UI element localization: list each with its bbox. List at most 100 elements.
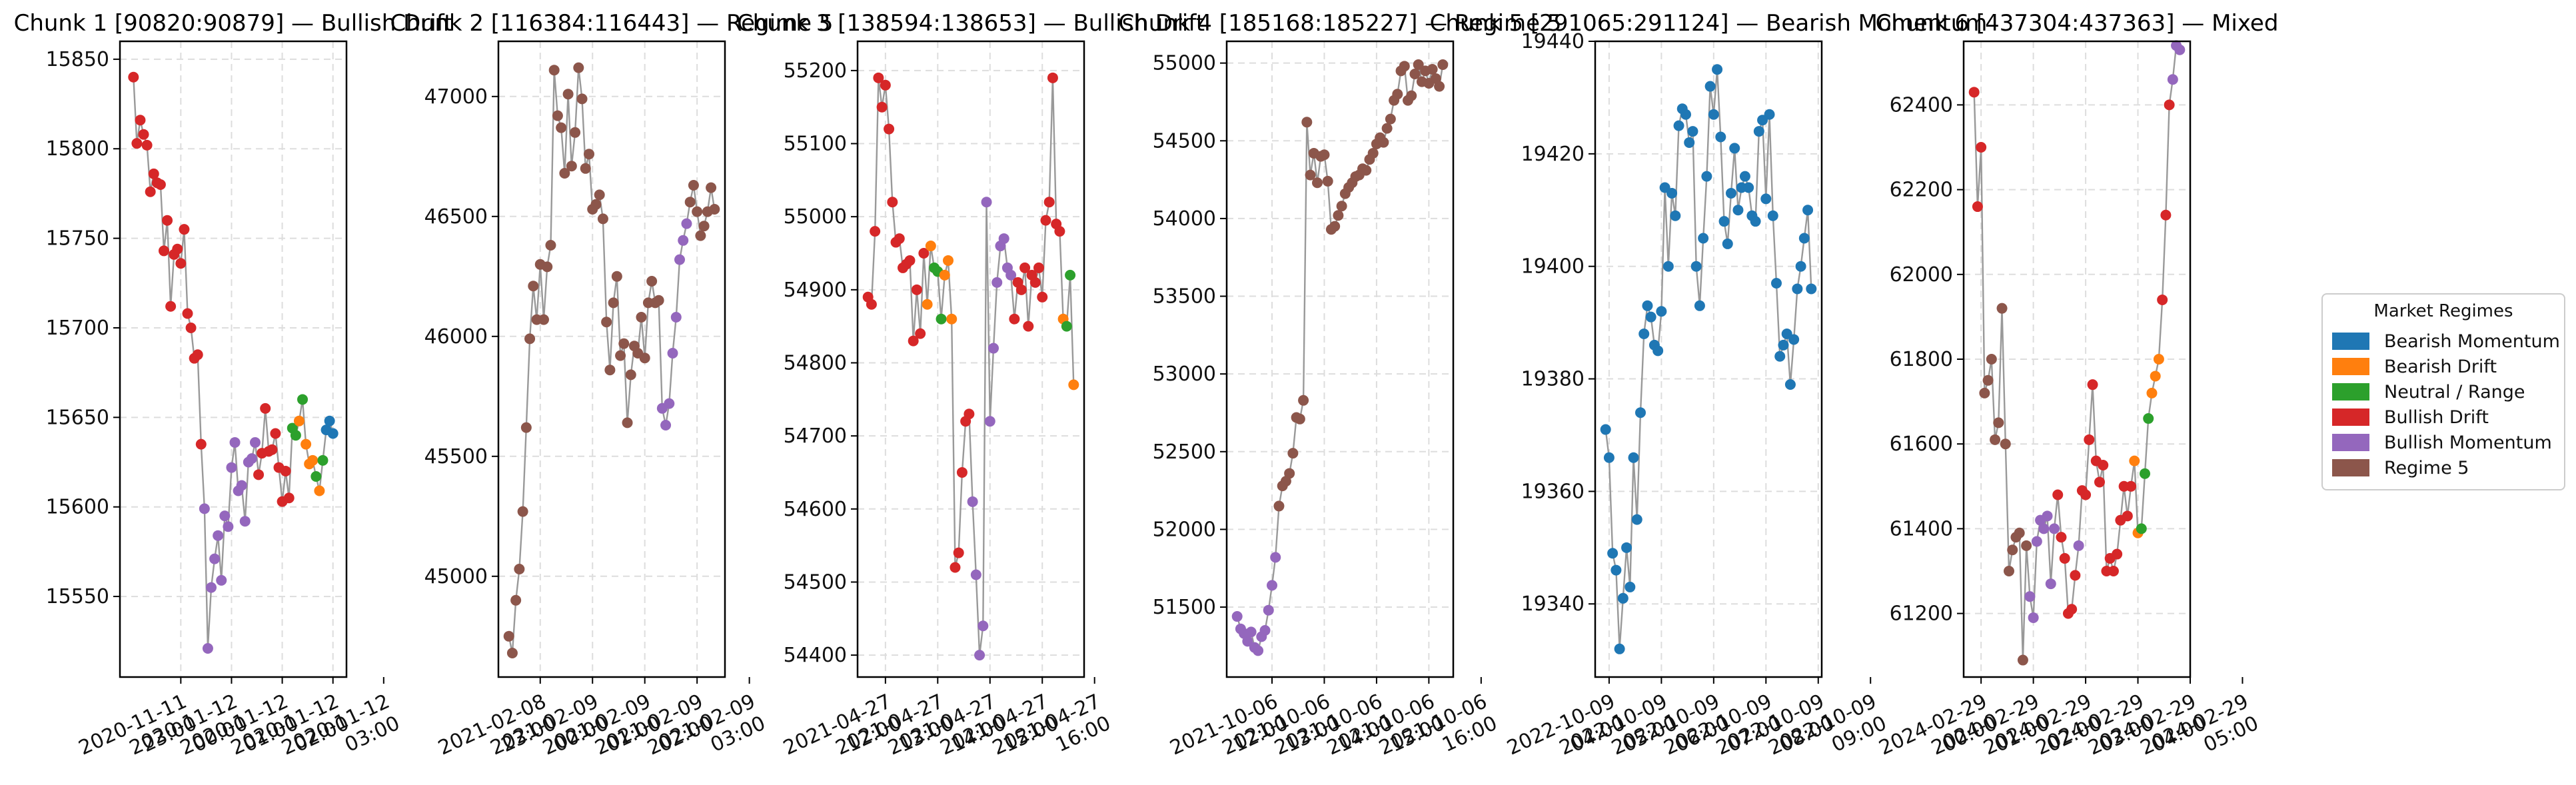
data-point [1673,120,1684,131]
data-point [1043,197,1055,208]
legend-swatch [2332,333,2369,350]
chart-panel-4: 51500 52000 52500 53000 53500 54000 54500 55000… [1118,10,1561,760]
data-point [918,248,930,259]
data-point [307,454,319,466]
data-point [1670,210,1681,221]
data-point [870,226,881,237]
y-tick-label: 15800 [46,137,109,161]
data-point [1061,321,1072,332]
data-point [922,299,933,310]
y-tick-label: 54500 [1153,129,1216,153]
data-point [625,369,636,381]
data-point [1434,81,1445,92]
data-point [880,79,891,91]
data-point [506,648,518,658]
legend-label: Bullish Drift [2384,406,2489,428]
data-point [280,465,291,476]
data-point [939,269,950,281]
y-tick-label: 19420 [1521,143,1585,166]
data-point [510,594,522,606]
data-point [936,313,947,325]
y-tick-label: 62200 [1890,179,1953,202]
data-point [283,492,295,504]
legend-swatch [2332,383,2369,400]
data-point [202,643,213,654]
data-point [1976,142,1987,153]
data-point [1607,548,1618,559]
data-point [2014,527,2025,538]
y-tick-label: 51500 [1153,596,1216,619]
data-point [503,630,514,642]
data-point [2153,354,2164,365]
data-point [2136,523,2147,534]
data-point [1392,89,1403,100]
data-point [884,123,895,135]
data-point [1068,379,1079,391]
data-point [2157,294,2168,305]
legend-item-bullish-drift: Bullish Drift [2332,406,2489,428]
data-point [327,428,338,439]
data-point [1624,581,1636,592]
data-point [267,444,278,455]
data-point [2031,536,2042,547]
data-point [1802,205,1814,216]
data-point [1972,201,1983,213]
y-tick-label: 15550 [46,585,109,608]
data-point [1019,262,1031,273]
legend-label: Bearish Momentum [2384,331,2560,352]
data-point [1656,306,1667,317]
data-point [2000,438,2011,450]
data-point [1698,233,1709,244]
x-tick-label: 2022-10-0909:00 [1765,690,1890,782]
data-point [185,322,197,333]
data-point [706,182,717,193]
data-point [155,179,166,190]
data-point [1245,626,1257,638]
data-point [290,430,301,441]
data-point [538,314,549,325]
data-point [236,480,247,491]
data-point [1600,424,1611,435]
data-point [1662,261,1674,272]
data-point [1054,226,1065,237]
chart-panel-2: 45000455004600046500470002021-02-0823:00… [390,10,833,760]
y-tick-label: 55000 [1153,52,1216,75]
data-point [584,149,594,160]
data-point [260,402,271,414]
data-point [517,506,528,517]
data-point [223,521,234,532]
data-point [1037,291,1048,303]
data-point [698,221,710,232]
data-point [911,284,922,295]
data-point [213,530,224,541]
data-point [1023,321,1034,332]
data-point [2028,612,2039,623]
data-point [179,224,190,235]
series-line [1605,69,1812,649]
data-point [674,254,685,265]
data-point [887,197,898,208]
y-tick-label: 55200 [784,59,847,83]
y-tick-label: 55000 [784,205,847,229]
data-point [1635,407,1646,418]
data-point [2112,548,2123,560]
data-point [580,163,591,174]
data-point [2042,510,2053,522]
data-point [2108,566,2119,576]
data-point [908,335,919,347]
data-point [1322,175,1333,187]
y-tick-label: 15850 [46,48,109,71]
data-point [1259,625,1271,636]
chart-panel-1: 15550 15600 15650 15700 15750 15800 15850 2020-… [14,10,453,760]
data-point [165,301,177,312]
y-tick-label: 19380 [1521,368,1585,391]
data-point [1361,165,1372,176]
y-tick-label: 54700 [784,424,847,448]
data-point [915,328,926,339]
y-tick-label: 15600 [46,496,109,519]
data-point [2024,591,2036,602]
y-tick-label: 54400 [784,644,847,667]
data-point [1771,278,1782,289]
axes-frame [856,40,1085,678]
data-point [974,650,985,661]
